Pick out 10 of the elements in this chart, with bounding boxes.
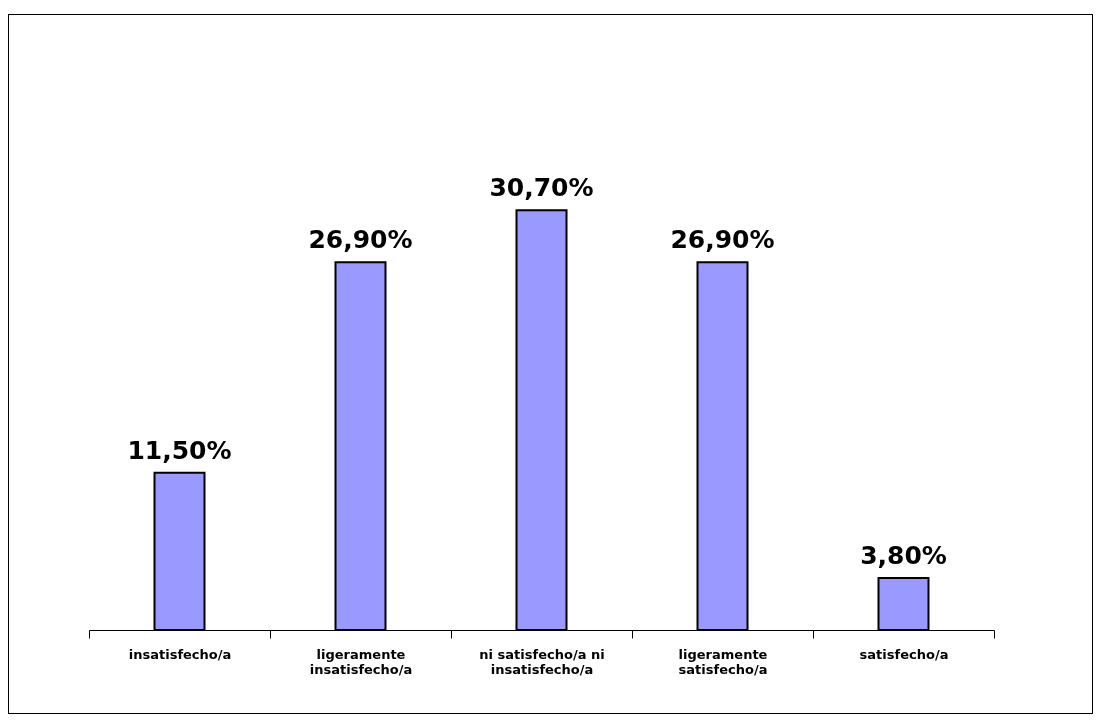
data-label: 30,70% [489, 173, 594, 203]
x-tick-label: ni satisfecho/a ni insatisfecho/a [479, 646, 605, 677]
x-tick-label: insatisfecho/a [128, 646, 232, 662]
x-tick-label: ligeramente satisfecho/a [678, 646, 768, 677]
data-label: 26,90% [670, 225, 775, 255]
data-label: 11,50% [127, 435, 232, 465]
data-label: 26,90% [308, 225, 413, 255]
x-tick-label: ligeramente insatisfecho/a [309, 646, 413, 677]
data-label: 3,80% [860, 541, 947, 571]
x-tick-label: satisfecho/a [859, 646, 949, 662]
